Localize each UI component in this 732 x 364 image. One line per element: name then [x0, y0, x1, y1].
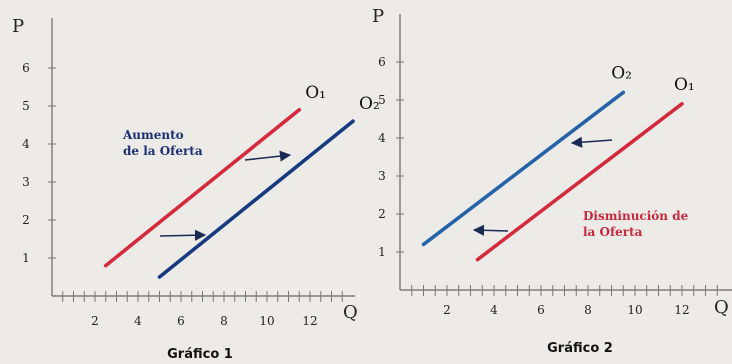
shift-arrow [159, 229, 207, 241]
chart-caption: Gráfico 1 [167, 347, 233, 362]
annotation-line: Disminución de [583, 209, 689, 223]
y-tick-label: 6 [22, 61, 30, 75]
y-tick-label: 5 [22, 99, 30, 113]
y-axis-label: P [372, 6, 384, 27]
y-tick-label: 5 [378, 93, 386, 107]
x-tick-label: 12 [302, 314, 317, 328]
x-tick-label: 12 [674, 303, 689, 317]
series-line [421, 90, 626, 247]
chart-caption: Gráfico 2 [547, 341, 613, 356]
x-tick-label: 4 [490, 303, 498, 317]
series-label: O₂ [359, 94, 380, 114]
y-axis-label: P [12, 16, 24, 37]
series-label: O₁ [305, 83, 326, 103]
y-tick-label: 4 [378, 131, 386, 145]
x-axis-label: Q [714, 297, 729, 318]
annotation-line: la Oferta [583, 225, 643, 239]
series-line [103, 108, 302, 268]
annotation-line: de la Oferta [123, 144, 203, 158]
y-tick-label: 2 [378, 207, 386, 221]
x-tick-label: 4 [134, 314, 142, 328]
x-tick-label: 6 [177, 314, 185, 328]
y-tick-label: 1 [22, 251, 30, 265]
shift-arrow [570, 136, 613, 148]
y-tick-label: 6 [378, 55, 386, 69]
x-tick-label: 10 [627, 303, 642, 317]
x-tick-label: 10 [259, 314, 274, 328]
series-line [475, 102, 684, 262]
series-label: O₁ [674, 75, 695, 95]
y-tick-label: 2 [22, 213, 30, 227]
x-tick-label: 2 [443, 303, 451, 317]
series-label: O₂ [611, 63, 632, 83]
x-tick-label: 2 [91, 314, 99, 328]
y-tick-label: 1 [378, 245, 386, 259]
series-line [157, 119, 355, 279]
x-tick-label: 8 [584, 303, 592, 317]
y-tick-label: 4 [22, 137, 30, 151]
x-axis-label: Q [343, 302, 358, 323]
x-tick-label: 8 [220, 314, 228, 328]
y-tick-label: 3 [22, 175, 30, 189]
shift-arrow [244, 150, 292, 162]
annotation-line: Aumento [122, 128, 184, 142]
y-tick-label: 3 [378, 169, 386, 183]
shift-arrow [472, 224, 509, 236]
x-tick-label: 6 [537, 303, 545, 317]
